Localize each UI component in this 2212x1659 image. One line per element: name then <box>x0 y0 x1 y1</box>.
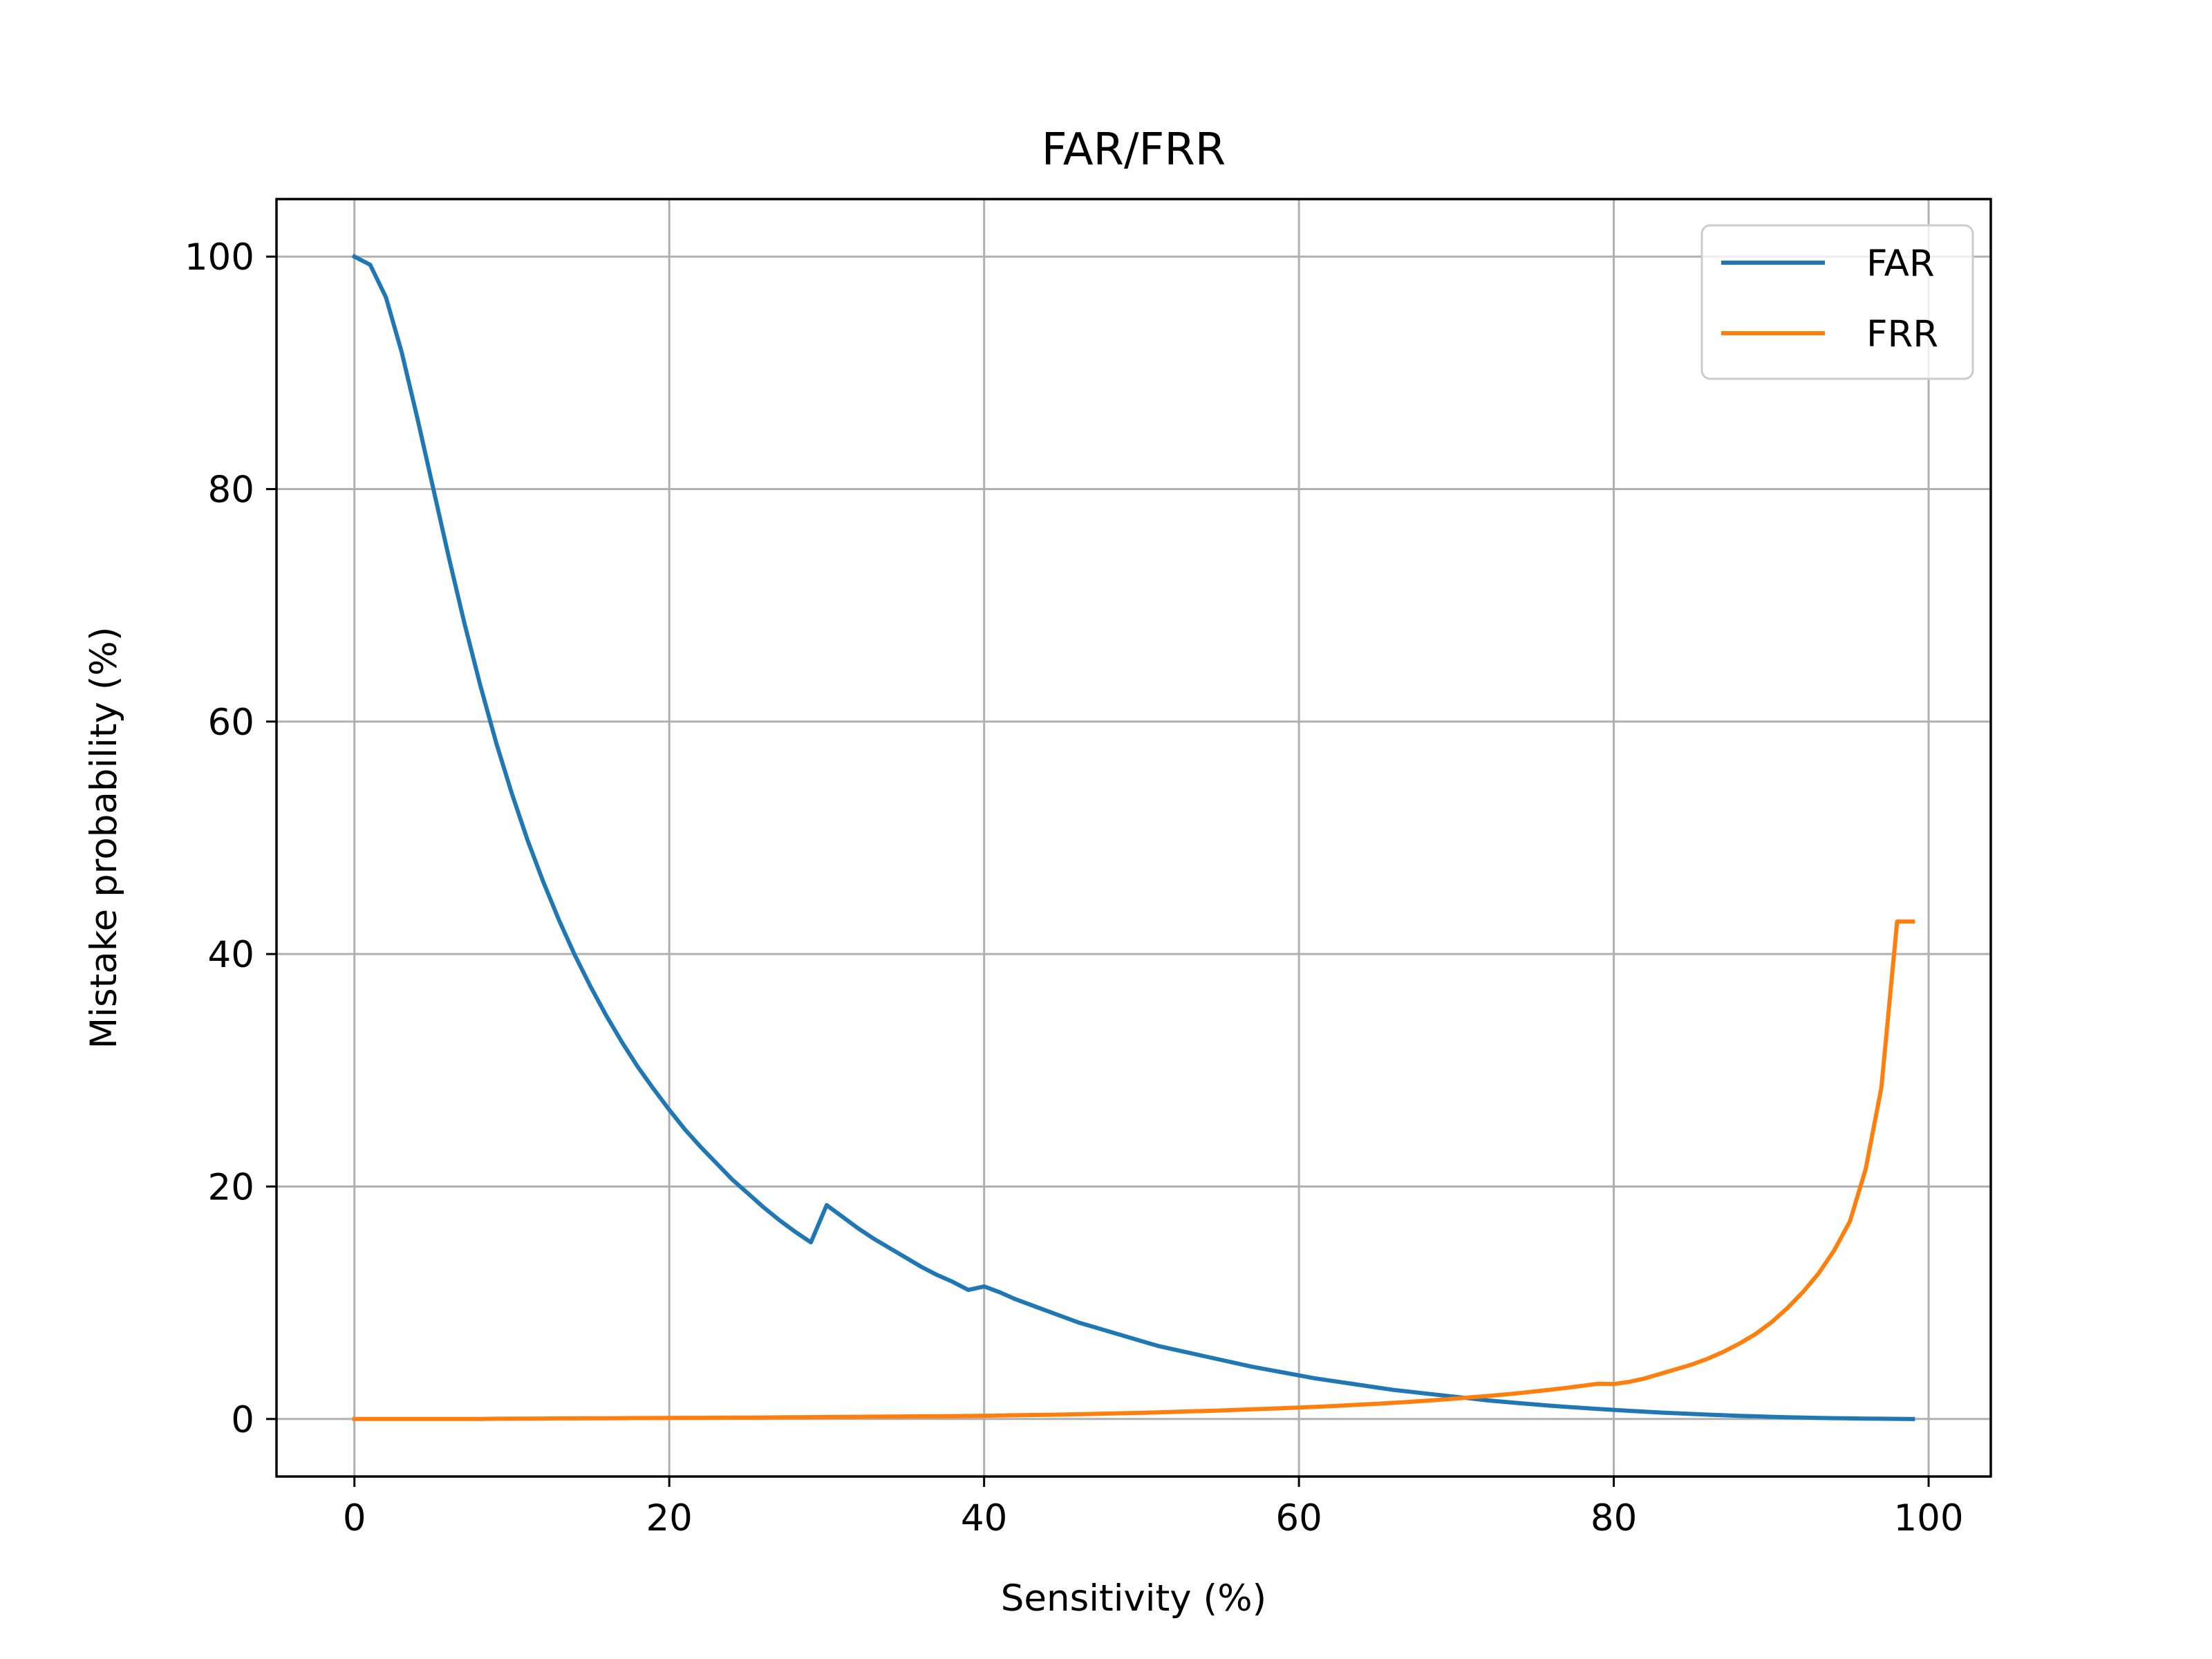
x-tick-label: 40 <box>961 1497 1007 1539</box>
x-tick-label: 0 <box>343 1497 366 1539</box>
y-tick-label: 0 <box>231 1399 254 1441</box>
y-tick-label: 40 <box>208 934 254 976</box>
x-axis-label: Sensitivity (%) <box>1001 1577 1266 1620</box>
chart-title: FAR/FRR <box>1042 124 1226 176</box>
x-tick-label: 80 <box>1591 1497 1637 1539</box>
legend-frr-label: FRR <box>1866 313 1938 355</box>
series-line-frr <box>352 919 1915 1421</box>
y-tick-label: 100 <box>185 236 254 279</box>
series-layer <box>351 254 1915 1421</box>
y-axis-label: Mistake probability (%) <box>83 627 125 1049</box>
ticks: 0 20 40 60 80 100 0 20 40 60 80 100 <box>185 236 1964 1539</box>
legend-far-label: FAR <box>1866 243 1935 285</box>
y-tick-label: 80 <box>208 469 254 512</box>
legend: FAR FRR <box>1700 224 1974 380</box>
y-tick-label: 20 <box>208 1166 254 1208</box>
x-tick-label: 100 <box>1893 1497 1963 1539</box>
x-tick-label: 20 <box>646 1497 692 1539</box>
plot-frame <box>275 198 1992 1478</box>
x-tick-label: 60 <box>1275 1497 1322 1539</box>
grid <box>276 199 1991 1477</box>
y-tick-label: 60 <box>208 702 254 744</box>
series-line-far <box>351 254 1915 1421</box>
